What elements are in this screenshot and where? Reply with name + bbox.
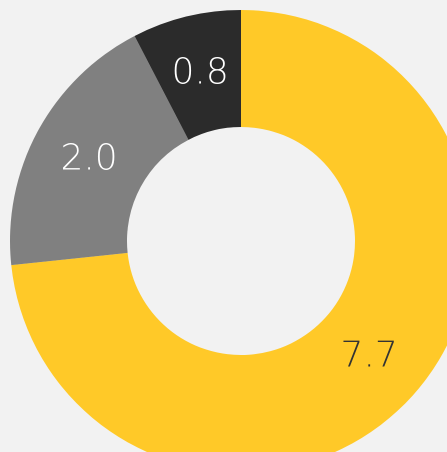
donut-segment bbox=[11, 10, 447, 452]
data-label: 7.7 bbox=[341, 334, 398, 375]
donut-segment bbox=[9, 35, 189, 266]
data-label: 0.8 bbox=[171, 51, 228, 92]
donut-segment bbox=[134, 9, 241, 140]
data-label: 2.0 bbox=[60, 137, 117, 178]
